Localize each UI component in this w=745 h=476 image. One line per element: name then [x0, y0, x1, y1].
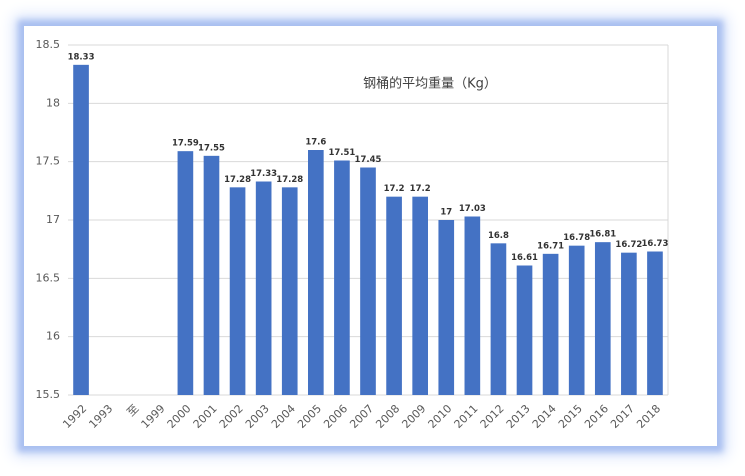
- bar: [203, 155, 220, 395]
- x-tick-label: 2015: [556, 402, 585, 431]
- x-tick-label: 2018: [634, 402, 663, 431]
- value-label: 16.73: [642, 239, 669, 249]
- y-tick-label: 18: [46, 96, 60, 109]
- x-tick-label: 1993: [86, 402, 115, 431]
- bar: [542, 253, 559, 395]
- x-tick-label: 2012: [478, 402, 507, 431]
- x-tick-label: 2009: [399, 402, 428, 431]
- value-label: 17: [440, 208, 452, 218]
- bar: [438, 220, 455, 395]
- bar: [568, 245, 585, 395]
- value-label: 16.8: [488, 231, 509, 241]
- value-label: 17.55: [198, 143, 225, 153]
- x-tick-label: 2011: [452, 402, 481, 431]
- y-tick-label: 17: [46, 213, 60, 226]
- x-tick-label: 2007: [347, 402, 376, 431]
- x-tick-label: 1999: [139, 402, 168, 431]
- value-label: 16.61: [511, 253, 538, 263]
- value-label: 16.72: [615, 240, 642, 250]
- value-label: 17.28: [224, 175, 251, 185]
- value-label: 17.45: [355, 155, 382, 165]
- bar: [594, 242, 611, 395]
- x-tick-label: 2005: [295, 402, 324, 431]
- y-tick-label: 18.5: [36, 38, 61, 51]
- bar: [308, 150, 324, 395]
- x-tick-label: 2006: [321, 402, 350, 431]
- value-label: 18.33: [68, 52, 95, 62]
- x-tick-label: 2010: [426, 402, 455, 431]
- bar: [281, 187, 298, 395]
- bar: [73, 64, 89, 395]
- x-tick-label: 2002: [217, 402, 246, 431]
- value-label: 17.28: [276, 175, 303, 185]
- x-tick-label: 2017: [608, 402, 637, 431]
- bar: [490, 243, 507, 395]
- bar: [334, 160, 350, 395]
- bar: [647, 251, 663, 395]
- value-label: 17.2: [384, 184, 405, 194]
- bar: [386, 196, 402, 395]
- value-label: 17.6: [305, 138, 326, 148]
- bar: [516, 265, 533, 395]
- x-tick-label: 2016: [582, 402, 611, 431]
- y-tick-label: 16: [46, 330, 60, 343]
- value-label: 17.03: [459, 204, 486, 214]
- value-label: 16.71: [537, 241, 564, 251]
- x-tick-label: 2004: [269, 402, 298, 431]
- x-tick-label: 2008: [373, 402, 402, 431]
- bar: [464, 216, 481, 395]
- x-tick-label: 2003: [243, 402, 272, 431]
- bar: [177, 151, 194, 395]
- x-tick-label: 2013: [504, 402, 533, 431]
- x-tick-label: 2014: [530, 402, 559, 431]
- y-tick-label: 16.5: [36, 271, 61, 284]
- y-tick-label: 15.5: [36, 388, 61, 401]
- value-label: 17.33: [250, 169, 277, 179]
- value-label: 16.81: [589, 230, 616, 240]
- value-label: 17.59: [172, 139, 199, 149]
- bar: [229, 187, 246, 395]
- y-tick-label: 17.5: [36, 155, 61, 168]
- x-tick-label: 至: [124, 402, 141, 419]
- chart-title: 钢桶的平均重量（Kg）: [363, 76, 497, 92]
- value-label: 17.2: [410, 184, 431, 194]
- bar: [621, 252, 637, 395]
- x-tick-label: 2001: [191, 402, 220, 431]
- bar: [360, 167, 376, 395]
- bar: [412, 196, 428, 395]
- x-tick-label: 2000: [165, 402, 194, 431]
- value-label: 16.78: [563, 233, 590, 243]
- x-tick-label: 1992: [60, 402, 89, 431]
- value-label: 17.51: [328, 148, 355, 158]
- bar: [255, 181, 272, 395]
